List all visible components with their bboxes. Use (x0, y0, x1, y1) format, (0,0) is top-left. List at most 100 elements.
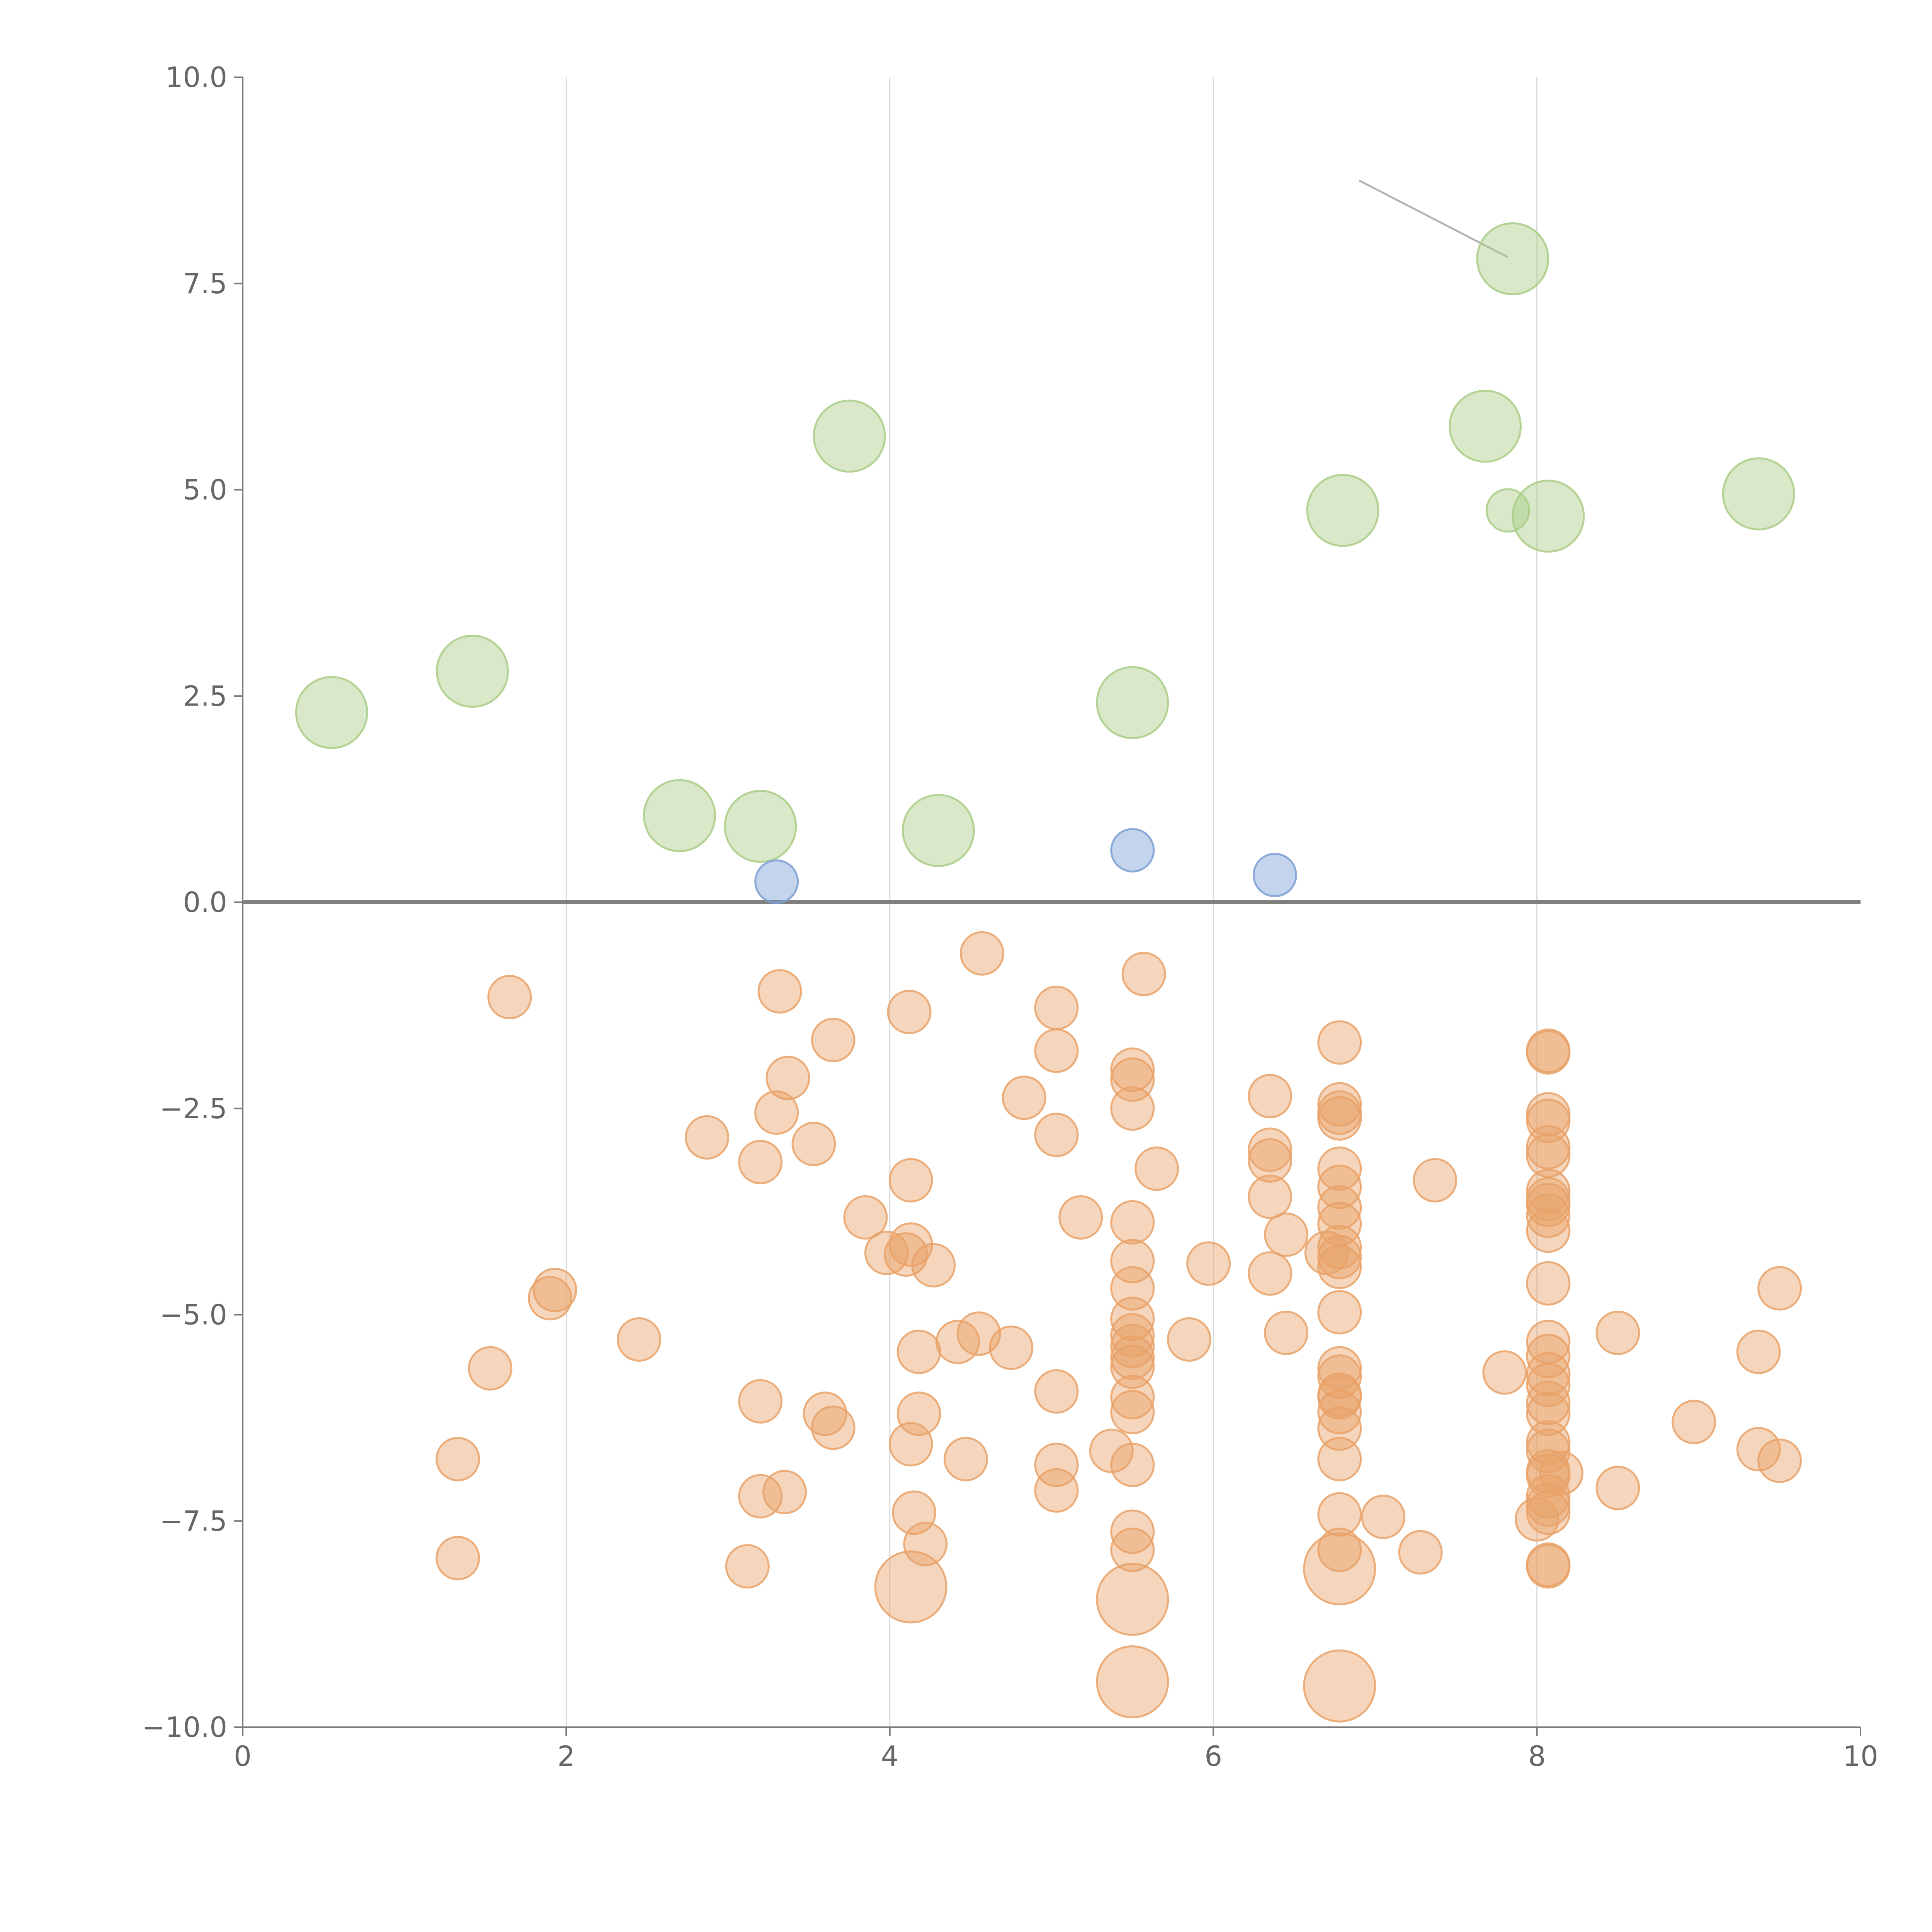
data-point (1526, 1030, 1571, 1075)
data-point (1034, 1468, 1079, 1513)
data-point (1110, 1389, 1155, 1434)
data-point (1110, 1527, 1155, 1572)
data-point (1264, 1212, 1309, 1257)
data-point (1482, 1350, 1527, 1395)
data-point (896, 1391, 941, 1436)
x-tick-label: 8 (1528, 1740, 1546, 1772)
data-point (1595, 1310, 1640, 1355)
data-point (1317, 1527, 1362, 1572)
data-point (757, 969, 802, 1014)
data-point (1317, 1245, 1362, 1289)
data-point (643, 779, 716, 852)
y-tick-label: 7.5 (183, 267, 227, 300)
data-point (1485, 488, 1530, 533)
y-tick-label: 5.0 (183, 474, 227, 506)
data-point (738, 1379, 783, 1424)
data-point (1317, 1225, 1362, 1269)
data-point (1248, 1138, 1293, 1183)
data-point (1034, 1112, 1079, 1157)
data-point (1248, 1074, 1293, 1119)
data-point (435, 1536, 480, 1580)
data-point (685, 1115, 730, 1160)
data-point (1526, 1544, 1571, 1589)
data-point (1089, 1429, 1134, 1473)
data-point (1317, 1406, 1362, 1451)
data-point (1722, 457, 1795, 531)
y-tick-label: −5.0 (160, 1299, 227, 1331)
data-point (1096, 666, 1169, 739)
data-point (874, 1550, 947, 1624)
data-point (896, 1330, 941, 1374)
data-point (1512, 480, 1585, 553)
data-point (1595, 1466, 1640, 1510)
data-point (989, 1325, 1034, 1370)
y-tick-label: 2.5 (183, 680, 227, 712)
data-point (1736, 1427, 1781, 1472)
y-tick-label: −7.5 (160, 1505, 227, 1537)
data-point (813, 400, 886, 473)
data-point (1757, 1266, 1802, 1311)
data-point (903, 1522, 948, 1566)
data-point (1317, 1146, 1362, 1191)
data-point (1317, 1437, 1362, 1481)
data-point (1413, 1158, 1458, 1202)
data-point (1058, 1195, 1103, 1240)
data-point (1476, 222, 1549, 296)
data-point (791, 1122, 836, 1167)
data-point (1526, 1208, 1571, 1253)
data-point (1449, 389, 1522, 463)
data-point (1110, 1239, 1155, 1284)
data-point (888, 1158, 933, 1202)
axis-layer (234, 77, 1861, 1736)
data-point (1317, 1185, 1362, 1230)
data-point (1034, 985, 1079, 1030)
data-point (1252, 853, 1297, 898)
data-point (1736, 1330, 1781, 1374)
data-point (725, 1544, 770, 1589)
data-point (1110, 1335, 1155, 1380)
data-point (1248, 1174, 1293, 1219)
data-point (1317, 1290, 1362, 1335)
x-tick-label: 2 (557, 1740, 575, 1772)
data-point (1526, 1099, 1571, 1143)
label-layer: 0 2 4 6 8 10 10.0 7.5 5.0 2.5 0.0 −2.5 −5.0 −7.5 −10.0 (142, 61, 1878, 1772)
data-point (843, 1195, 888, 1240)
data-point (468, 1346, 513, 1391)
data-point (532, 1267, 577, 1312)
data-point (724, 790, 797, 863)
data-point (1110, 1509, 1155, 1554)
data-point (1303, 1532, 1376, 1605)
data-point (1526, 1261, 1571, 1306)
data-point (1110, 1375, 1155, 1420)
data-point (911, 1243, 956, 1287)
data-point (811, 1018, 855, 1063)
data-point (944, 1437, 988, 1481)
data-point (762, 1470, 807, 1515)
data-point (738, 1474, 783, 1519)
data-point (1110, 1266, 1155, 1311)
data-point (1526, 1092, 1571, 1137)
data-point (528, 1276, 573, 1321)
data-point (1186, 1241, 1231, 1286)
data-point (1248, 1251, 1293, 1296)
data-point (1526, 1133, 1571, 1178)
data-point (436, 634, 509, 708)
data-point (1672, 1400, 1716, 1444)
data-point (1526, 1183, 1571, 1228)
data-point (1248, 1128, 1293, 1172)
y-tick-label: −2.5 (160, 1092, 227, 1125)
data-point (1110, 1047, 1155, 1092)
data-point (1317, 1375, 1362, 1420)
data-point (884, 1232, 929, 1277)
data-point (1167, 1317, 1211, 1362)
data-point (1034, 1369, 1079, 1414)
data-point (1110, 1086, 1155, 1131)
y-tick-label: 10.0 (165, 61, 227, 94)
data-point (435, 1437, 480, 1481)
x-tick-label: 6 (1204, 1740, 1222, 1772)
data-point (738, 1140, 783, 1185)
data-point (765, 1056, 810, 1100)
data-point (1317, 1492, 1362, 1537)
points-layer (295, 222, 1802, 1723)
